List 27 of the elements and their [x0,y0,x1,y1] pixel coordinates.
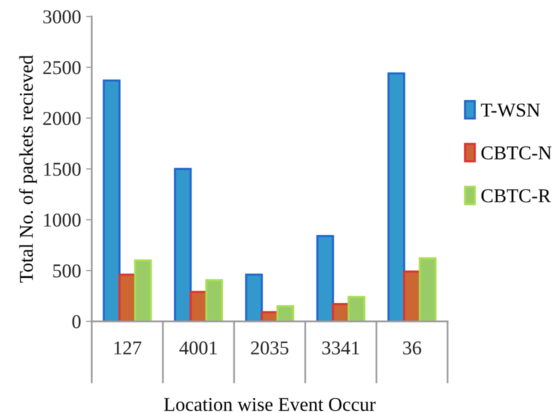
x-tick-label: 36 [403,341,422,354]
y-tick-label: 500 [53,264,81,278]
y-tick-label: 3000 [43,10,81,24]
legend-label: T-WSN [480,104,540,117]
y-tick-label: 2000 [43,112,81,126]
bar [276,305,294,322]
bar [387,72,406,322]
x-tick-label: 2035 [251,341,288,354]
x-tick-label: 127 [114,341,142,354]
y-tick-label: 1500 [44,162,81,176]
y-tick-label: 2500 [43,61,81,74]
x-tick-label: 3341 [322,341,360,354]
legend-label: CBTC-N [481,146,552,160]
bar [102,79,121,322]
legend-label: CBTC-R [481,189,551,202]
y-tick-label: 1000 [44,214,81,227]
y-axis-title: Total No. of packets recieved [19,55,37,283]
bar [205,279,224,322]
x-axis-title: Location wise Event Occur [164,398,376,412]
bar [245,274,263,322]
bar [316,234,334,322]
bar [174,168,192,322]
x-tick-label: 4001 [179,341,217,354]
bar [134,259,152,322]
bar [418,257,437,322]
y-tick-label: 0 [72,315,81,328]
bar [348,296,366,322]
